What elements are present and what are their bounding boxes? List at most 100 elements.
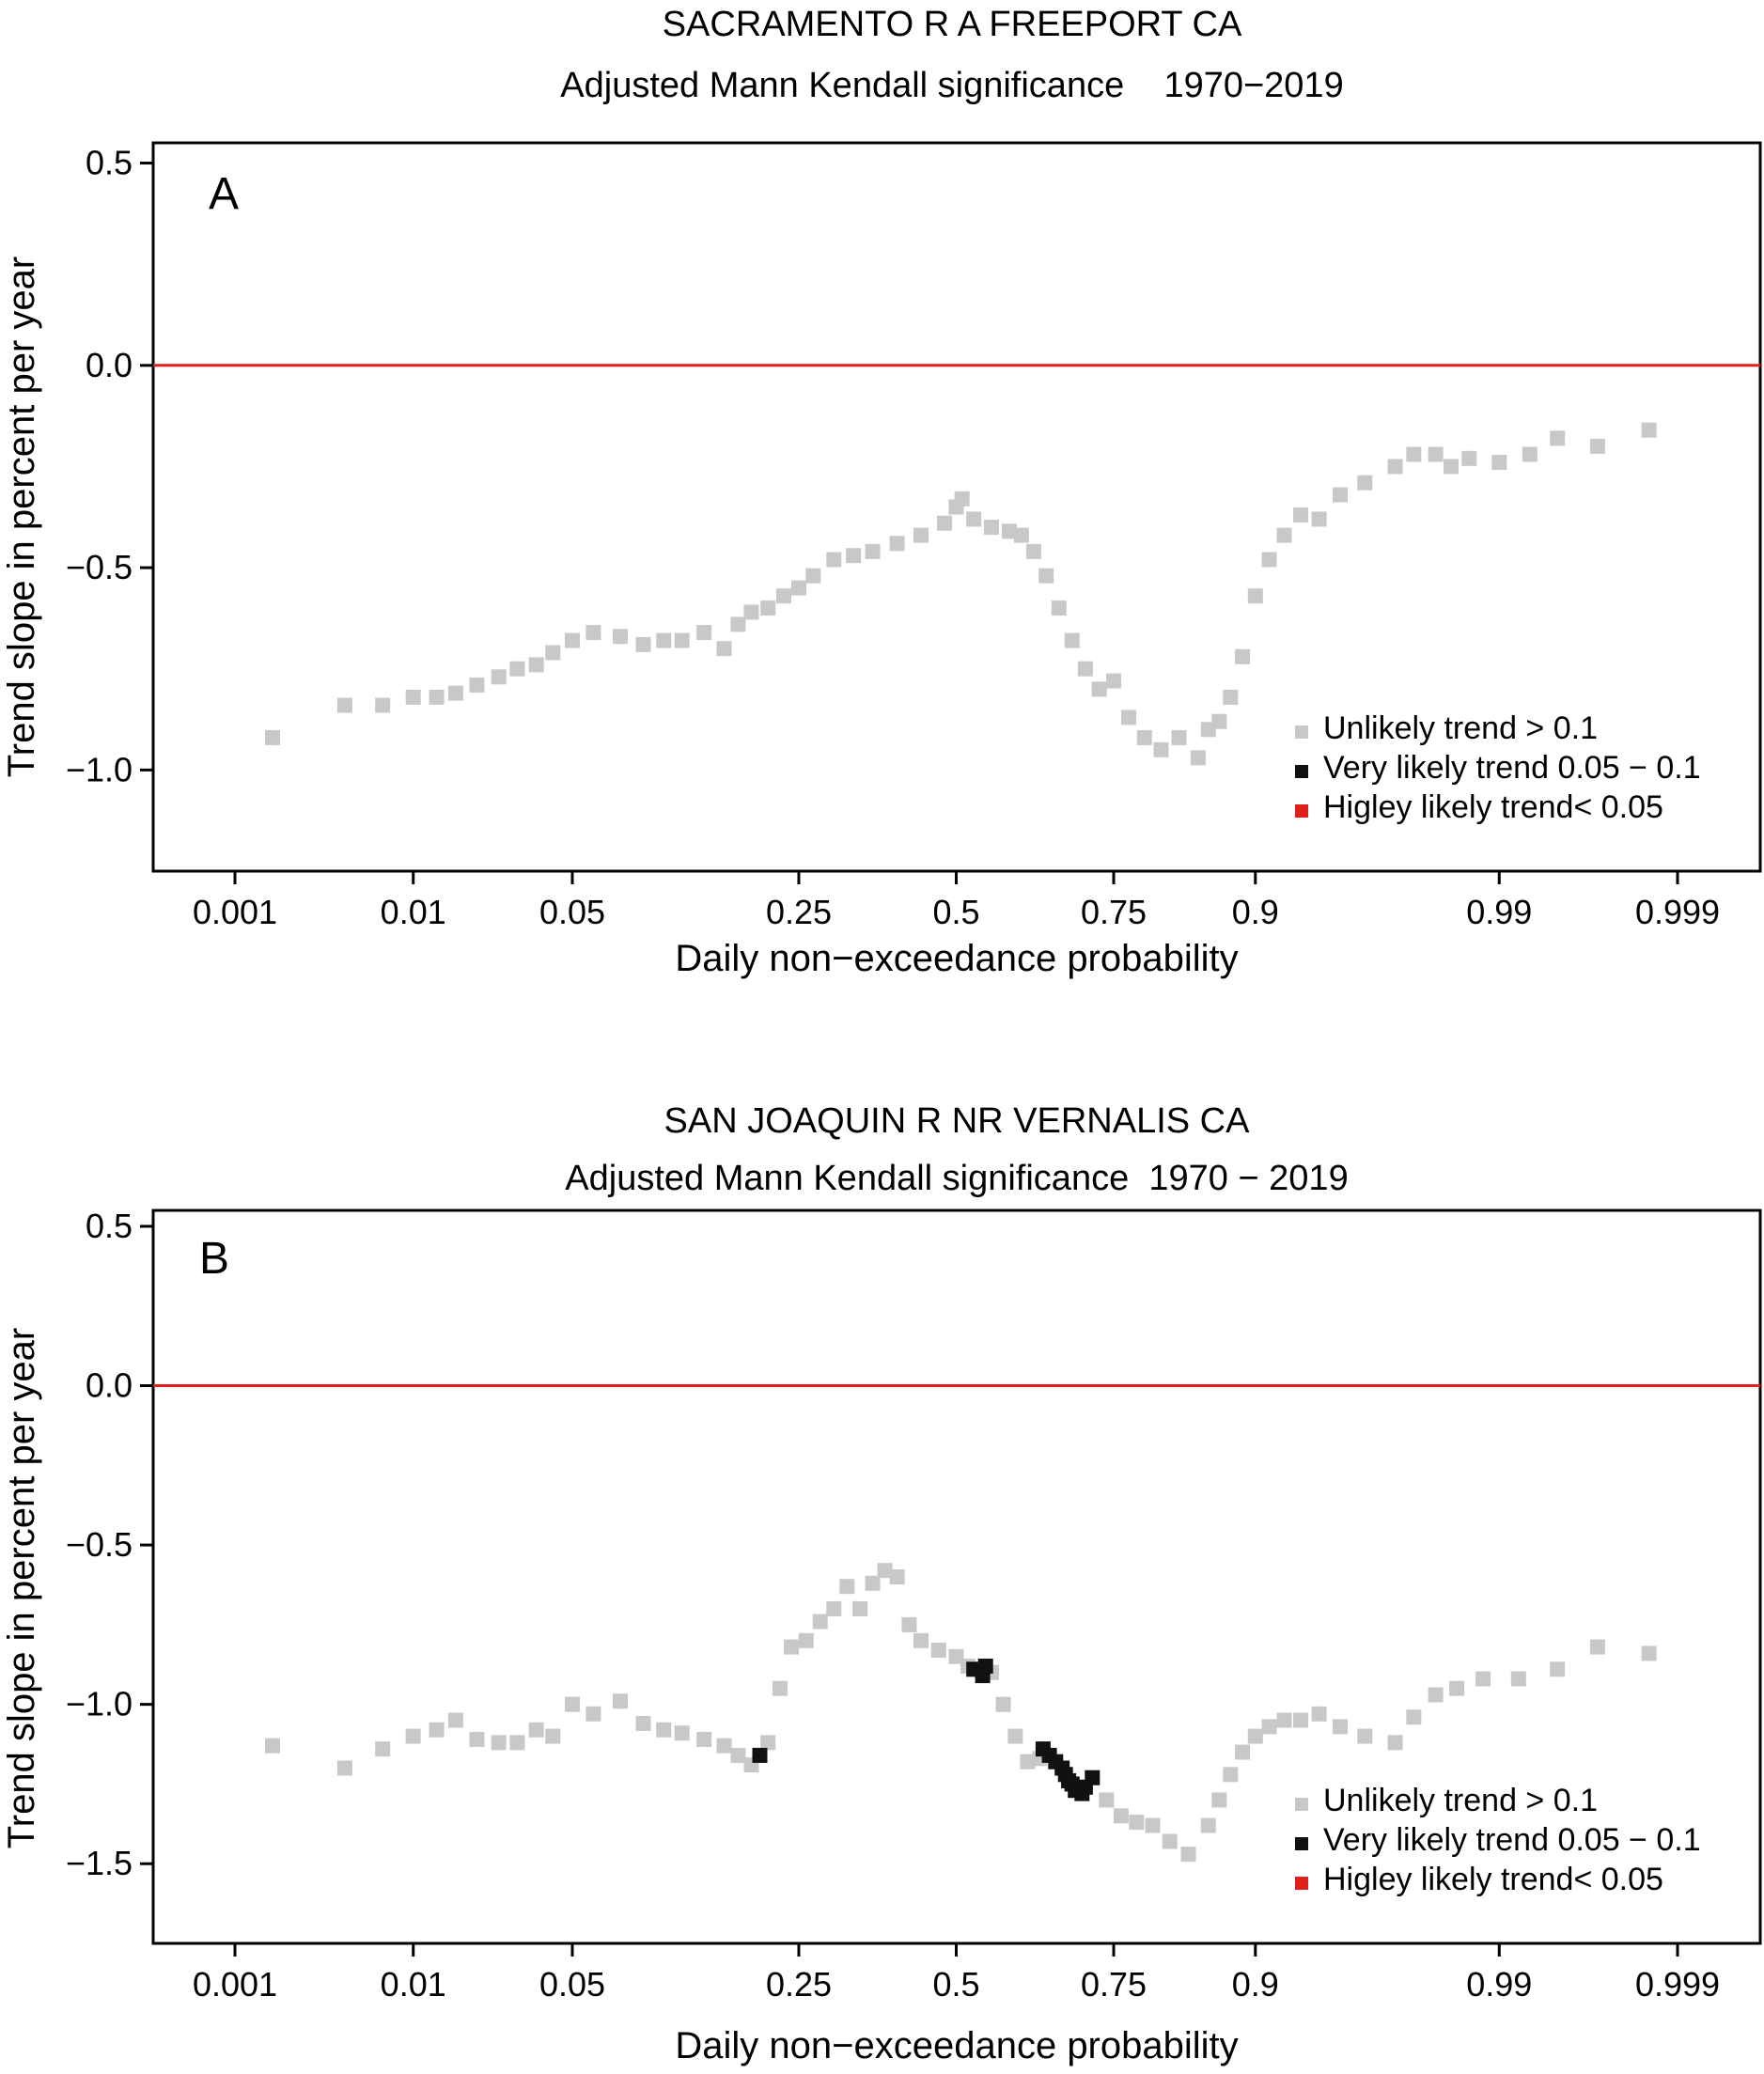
- data-point-unlikely: [791, 580, 806, 596]
- data-point-unlikely: [716, 641, 732, 657]
- data-point-unlikely: [1550, 1661, 1566, 1677]
- x-tick-label: 0.99: [1466, 893, 1532, 931]
- data-point-unlikely: [1276, 527, 1292, 543]
- data-point-unlikely: [1099, 1792, 1115, 1808]
- data-point-unlikely: [635, 636, 651, 652]
- data-point-unlikely: [865, 543, 881, 559]
- x-tick-label: 0.75: [1081, 893, 1147, 931]
- data-point-unlikely: [776, 588, 791, 604]
- legend-label-very-likely: Very likely trend 0.05 − 0.1: [1323, 750, 1701, 786]
- chart-panel-b: SAN JOAQUIN R NR VERNALIS CA Adjusted Ma…: [1, 1101, 1762, 2066]
- data-point-unlikely: [674, 1725, 690, 1741]
- x-axis: 0.001 0.01 0.05 0.25 0.5 0.75 0.9 0.99 0.999: [193, 1943, 1720, 2004]
- data-point-unlikely: [1025, 543, 1041, 559]
- data-point-very-likely: [977, 1659, 993, 1674]
- data-point-unlikely: [447, 685, 463, 701]
- y-axis-label: Trend slope in percent per year: [1, 257, 42, 777]
- data-point-unlikely: [1162, 1833, 1178, 1849]
- data-point-unlikely: [1145, 1817, 1161, 1833]
- x-tick-label: 0.9: [1232, 1965, 1279, 2004]
- x-tick-label: 0.9: [1232, 893, 1279, 931]
- data-point-unlikely: [1211, 1792, 1227, 1808]
- data-point-unlikely: [1406, 446, 1422, 462]
- x-tick-label: 0.99: [1466, 1965, 1532, 2004]
- data-point-unlikely: [375, 697, 391, 713]
- data-point-unlikely: [984, 520, 999, 535]
- data-point-unlikely: [1091, 681, 1107, 697]
- data-point-unlikely: [743, 604, 759, 620]
- data-point-unlikely: [1077, 661, 1093, 677]
- data-point-unlikely: [889, 536, 905, 552]
- data-point-unlikely: [1428, 1687, 1444, 1703]
- data-point-unlikely: [1293, 1712, 1308, 1728]
- y-tick-label: 0.0: [86, 1366, 133, 1405]
- data-point-unlikely: [1641, 1645, 1657, 1661]
- data-point-unlikely: [1406, 1709, 1422, 1725]
- data-point-unlikely: [948, 1648, 964, 1664]
- y-tick-label: 0.0: [86, 346, 133, 384]
- data-point-unlikely: [336, 1760, 352, 1776]
- x-tick-label: 0.001: [193, 893, 277, 931]
- data-point-unlikely: [613, 629, 628, 645]
- data-point-unlikely: [1333, 1719, 1348, 1735]
- x-tick-label: 0.999: [1635, 893, 1720, 931]
- data-point-unlikely: [995, 1696, 1011, 1712]
- data-point-very-likely: [1085, 1770, 1101, 1786]
- x-axis-label: Daily non−exceedance probability: [675, 2025, 1238, 2066]
- data-point-unlikely: [1387, 1735, 1403, 1751]
- data-point-unlikely: [798, 1632, 814, 1648]
- data-point-unlikely: [1190, 750, 1206, 766]
- data-point-unlikely: [1106, 673, 1121, 689]
- data-point-unlikely: [877, 1563, 893, 1579]
- data-point-unlikely: [760, 600, 776, 616]
- data-point-unlikely: [265, 729, 280, 745]
- data-point-unlikely: [696, 625, 712, 640]
- data-point-unlikely: [1247, 1728, 1263, 1744]
- legend-marker-very-likely: [1295, 1837, 1308, 1850]
- legend-marker-unlikely: [1295, 1798, 1308, 1811]
- data-point-unlikely: [613, 1693, 628, 1709]
- data-point-unlikely: [1020, 1754, 1036, 1770]
- data-point-unlikely: [852, 1600, 868, 1616]
- y-tick-label: −1.5: [66, 1844, 133, 1882]
- data-point-unlikely: [696, 1732, 712, 1747]
- data-point-unlikely: [1357, 475, 1373, 491]
- chart-subtitle: Adjusted Mann Kendall significance 1970 …: [565, 1159, 1348, 1198]
- data-point-unlikely: [1293, 507, 1308, 523]
- data-point-unlikely: [405, 689, 421, 705]
- data-point-unlikely: [1522, 446, 1538, 462]
- data-point-unlikely: [1491, 455, 1507, 471]
- data-point-unlikely: [1136, 729, 1152, 745]
- data-point-unlikely: [901, 1616, 917, 1632]
- chart-title: SAN JOAQUIN R NR VERNALIS CA: [664, 1101, 1251, 1141]
- legend-label-unlikely: Unlikely trend > 0.1: [1323, 1783, 1598, 1818]
- data-point-unlikely: [1038, 568, 1054, 584]
- data-point-very-likely: [752, 1747, 768, 1763]
- data-point-unlikely: [812, 1614, 828, 1630]
- legend-marker-highly-likely: [1295, 804, 1308, 818]
- legend-label-unlikely: Unlikely trend > 0.1: [1323, 710, 1598, 746]
- data-point-unlikely: [635, 1716, 651, 1731]
- legend-label-highly-likely: Higley likely trend< 0.05: [1323, 789, 1663, 825]
- data-point-unlikely: [336, 697, 352, 713]
- data-point-unlikely: [913, 527, 929, 543]
- x-tick-label: 0.01: [381, 893, 446, 931]
- data-point-unlikely: [1200, 1817, 1216, 1833]
- data-point-unlikely: [826, 552, 842, 568]
- legend-label-very-likely: Very likely trend 0.05 − 0.1: [1323, 1822, 1701, 1858]
- chart-subtitle: Adjusted Mann Kendall significance 1970−…: [560, 66, 1343, 105]
- x-tick-label: 0.5: [932, 1965, 979, 2004]
- x-tick-label: 0.001: [193, 1965, 277, 2004]
- data-point-unlikely: [1311, 1706, 1327, 1722]
- data-point-unlikely: [730, 616, 746, 632]
- data-point-unlikely: [1223, 689, 1239, 705]
- x-tick-label: 0.25: [766, 1965, 832, 2004]
- x-axis-label: Daily non−exceedance probability: [675, 938, 1238, 979]
- data-point-unlikely: [1153, 741, 1169, 757]
- data-point-unlikely: [545, 1728, 561, 1744]
- data-point-unlikely: [509, 1735, 525, 1751]
- panel-label: B: [199, 1234, 229, 1284]
- data-point-unlikely: [1261, 1719, 1277, 1735]
- data-point-unlikely: [528, 1722, 544, 1738]
- data-point-unlikely: [469, 1732, 485, 1747]
